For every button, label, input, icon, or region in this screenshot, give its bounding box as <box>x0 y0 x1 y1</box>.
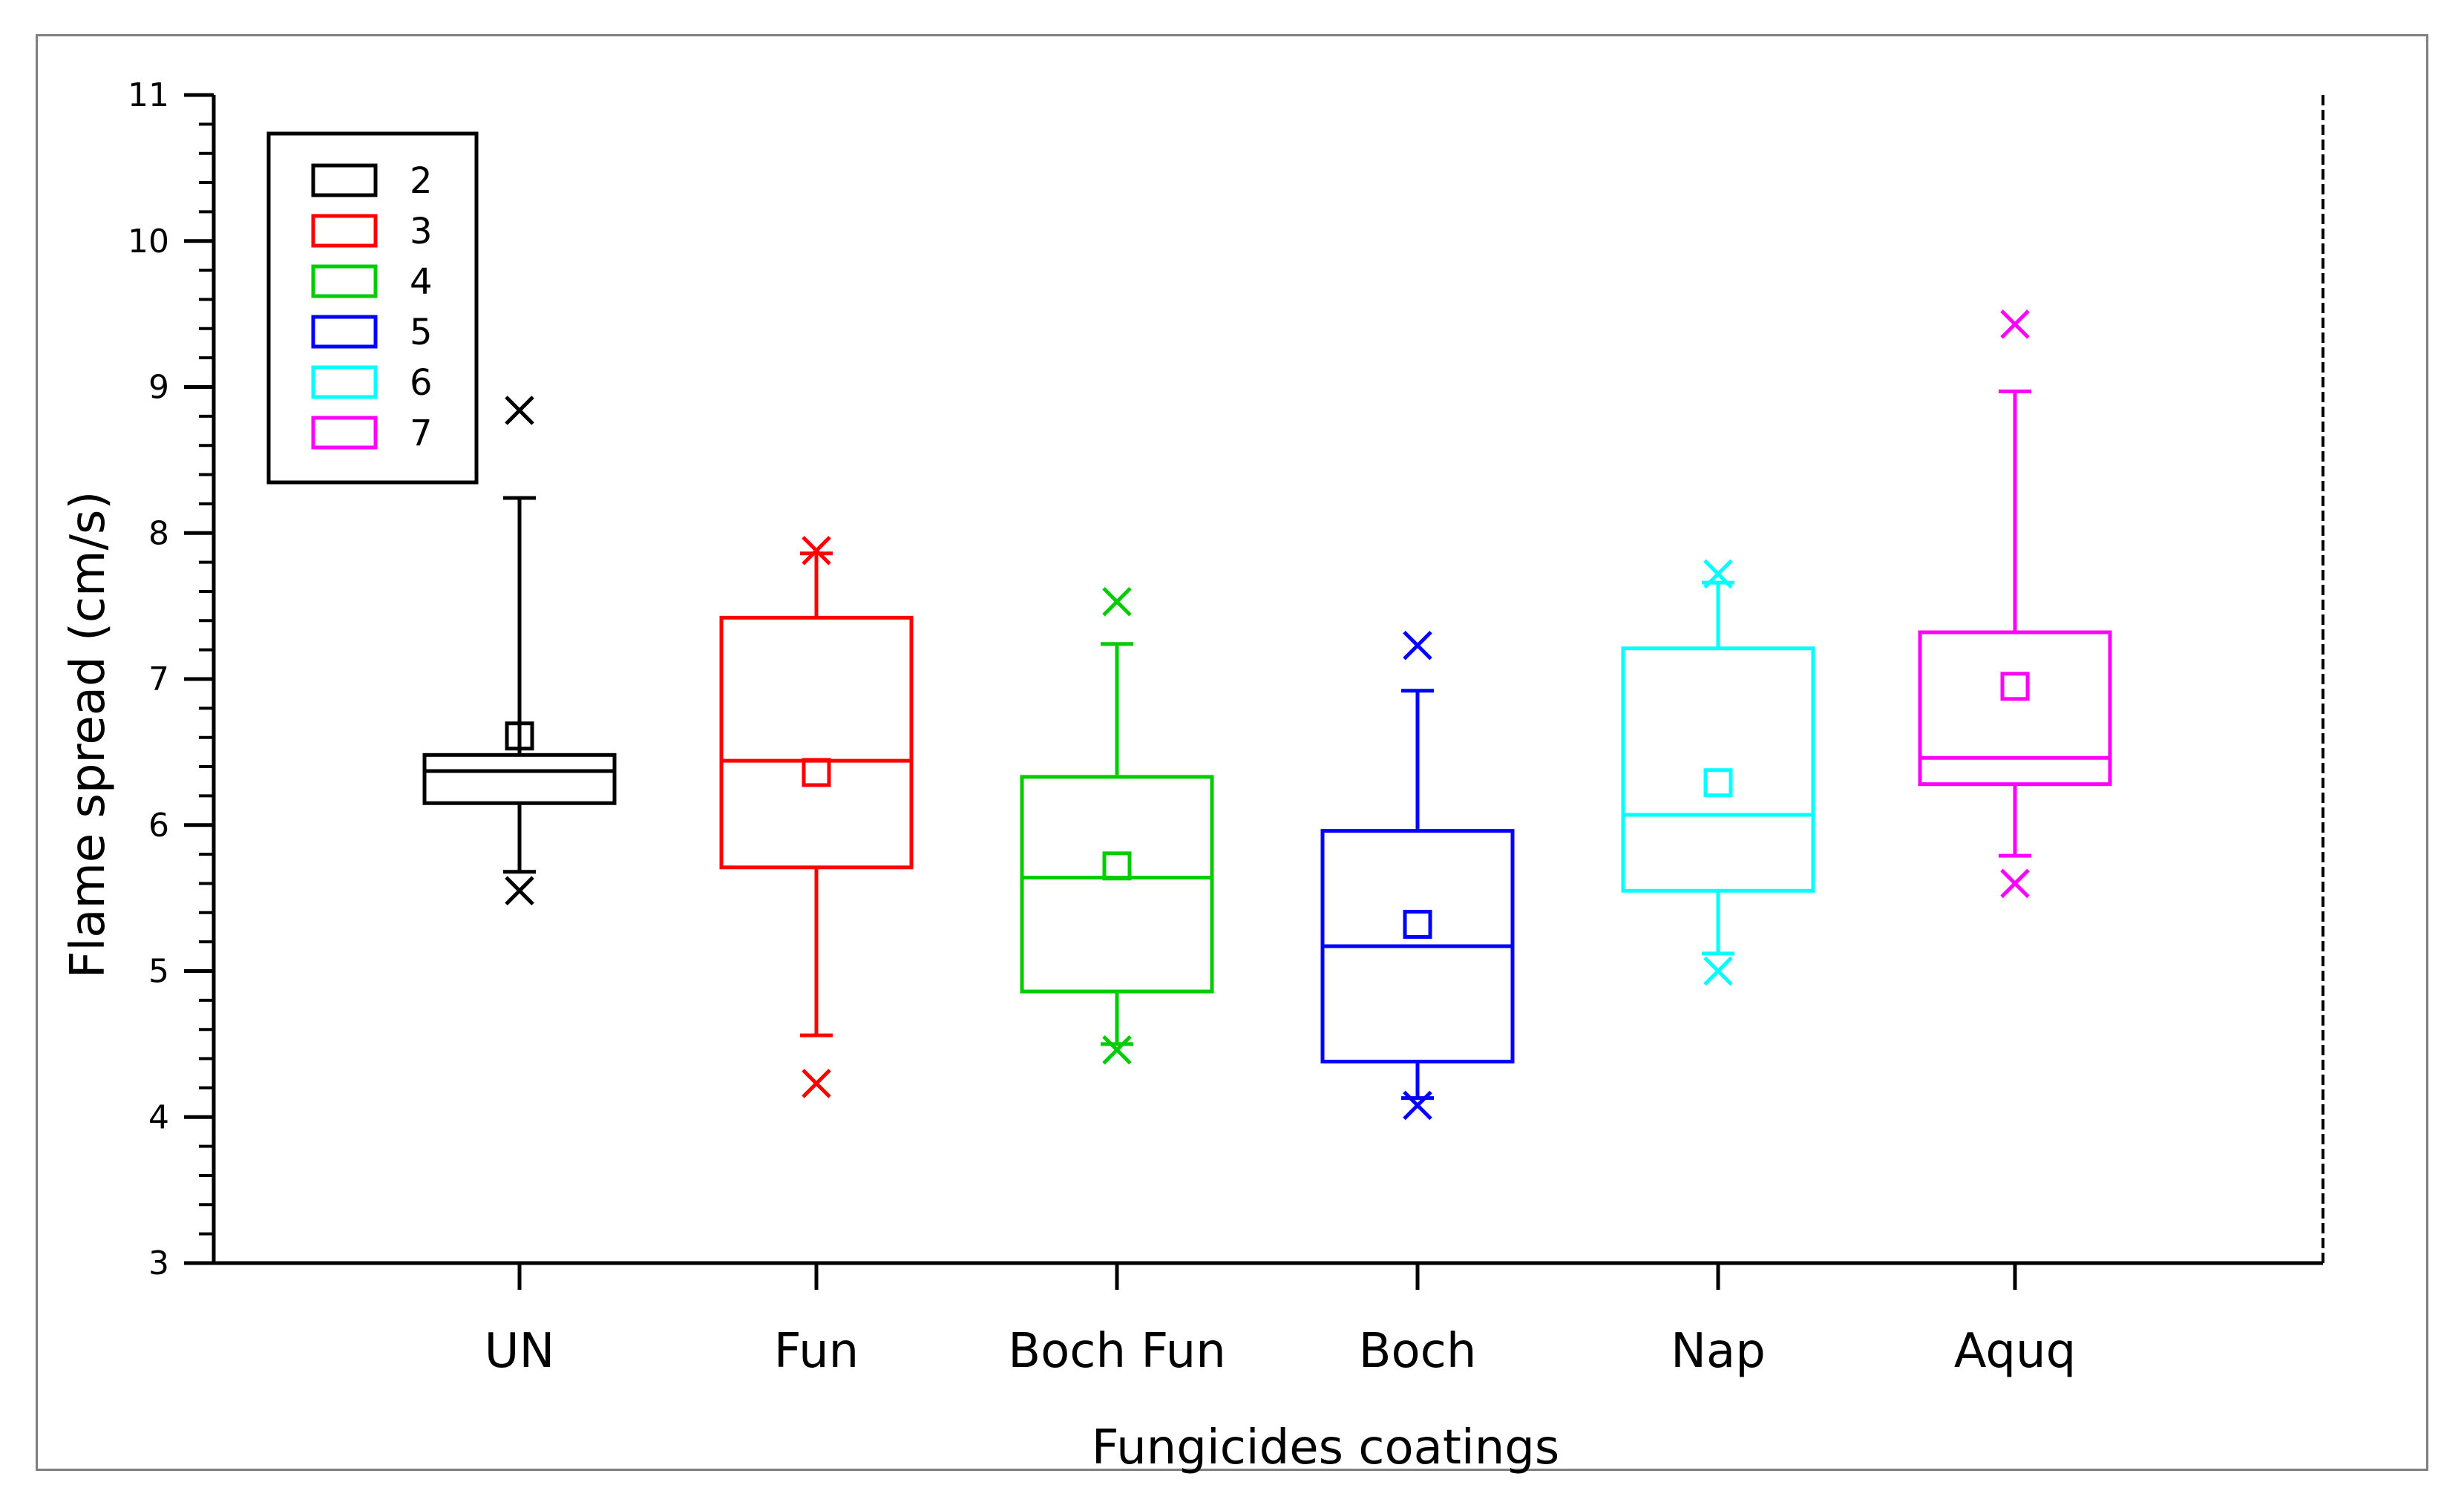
y-tick-label: 6 <box>148 807 169 845</box>
legend: 2 3 4 5 6 7 <box>266 131 479 485</box>
legend-label: 7 <box>410 413 433 454</box>
box-group-6 <box>1621 559 1815 986</box>
outlier-marker <box>1102 1035 1132 1065</box>
y-tick-label: 5 <box>148 953 169 991</box>
y-tick-label: 3 <box>148 1245 169 1282</box>
iqr-box <box>1020 775 1214 994</box>
legend-label: 3 <box>410 211 433 252</box>
legend-swatch <box>311 264 378 298</box>
box-group-5 <box>1320 630 1515 1121</box>
legend-swatch <box>311 315 378 349</box>
y-tick-label: 8 <box>148 514 169 552</box>
box-group-7 <box>1918 309 2112 899</box>
legend-item-2: 2 <box>311 160 433 202</box>
y-axis-ticks: 3 4 5 6 7 8 9 10 11 <box>128 76 214 1282</box>
legend-label: 6 <box>410 362 433 404</box>
outlier-marker <box>505 876 534 906</box>
axes <box>212 95 2324 1265</box>
outlier-marker <box>505 396 534 425</box>
mean-marker <box>1703 768 1733 798</box>
legend-swatch <box>311 365 378 399</box>
iqr-box <box>1621 646 1815 893</box>
outlier-marker <box>802 536 831 565</box>
box-group-3 <box>719 536 914 1098</box>
legend-label: 4 <box>410 261 433 303</box>
legend-swatch <box>311 416 378 450</box>
legend-item-7: 7 <box>311 413 433 454</box>
y-axis-title: Flame spread (cm/s) <box>61 491 116 979</box>
mean-marker <box>1403 910 1432 940</box>
outlier-marker <box>1403 630 1432 660</box>
outlier-marker <box>2000 309 2030 339</box>
y-tick-label: 4 <box>148 1098 169 1136</box>
mean-marker <box>2000 672 2030 701</box>
y-tick-label: 7 <box>148 660 169 698</box>
mean-marker <box>505 721 534 751</box>
x-axis-title: Fungicides coatings <box>1092 1420 1559 1475</box>
mean-marker <box>802 758 831 787</box>
x-axis-ticks: UN Fun Boch Fun Boch Nap Aquq <box>485 1263 2076 1379</box>
outlier-marker <box>2000 868 2030 899</box>
mean-marker <box>1102 851 1132 881</box>
iqr-box <box>1918 630 2112 787</box>
y-tick-label: 10 <box>128 223 169 260</box>
y-tick-label: 11 <box>128 76 169 114</box>
box-group-2 <box>422 396 617 906</box>
outlier-marker <box>802 1069 831 1098</box>
legend-item-4: 4 <box>311 261 433 303</box>
x-tick-label: UN <box>485 1324 555 1379</box>
box-group-4 <box>1020 586 1214 1065</box>
legend-item-3: 3 <box>311 211 433 252</box>
legend-swatch <box>311 214 378 248</box>
legend-label: 5 <box>410 312 433 353</box>
legend-label: 2 <box>410 160 433 202</box>
x-tick-label: Fun <box>774 1324 859 1379</box>
iqr-box <box>719 615 914 870</box>
box-series <box>422 309 2112 1121</box>
legend-item-5: 5 <box>311 312 433 353</box>
x-tick-label: Aquq <box>1954 1324 2076 1379</box>
outlier-marker <box>1703 956 1733 986</box>
legend-swatch <box>311 163 378 197</box>
x-tick-label: Nap <box>1671 1324 1766 1379</box>
legend-item-6: 6 <box>311 362 433 404</box>
y-tick-label: 9 <box>148 369 169 407</box>
x-tick-label: Boch <box>1359 1324 1477 1379</box>
outlier-marker <box>1403 1090 1432 1121</box>
outlier-marker <box>1102 586 1132 617</box>
legend-box <box>266 131 479 485</box>
iqr-box <box>422 752 617 805</box>
x-tick-label: Boch Fun <box>1008 1324 1226 1379</box>
outlier-marker <box>1703 559 1733 589</box>
